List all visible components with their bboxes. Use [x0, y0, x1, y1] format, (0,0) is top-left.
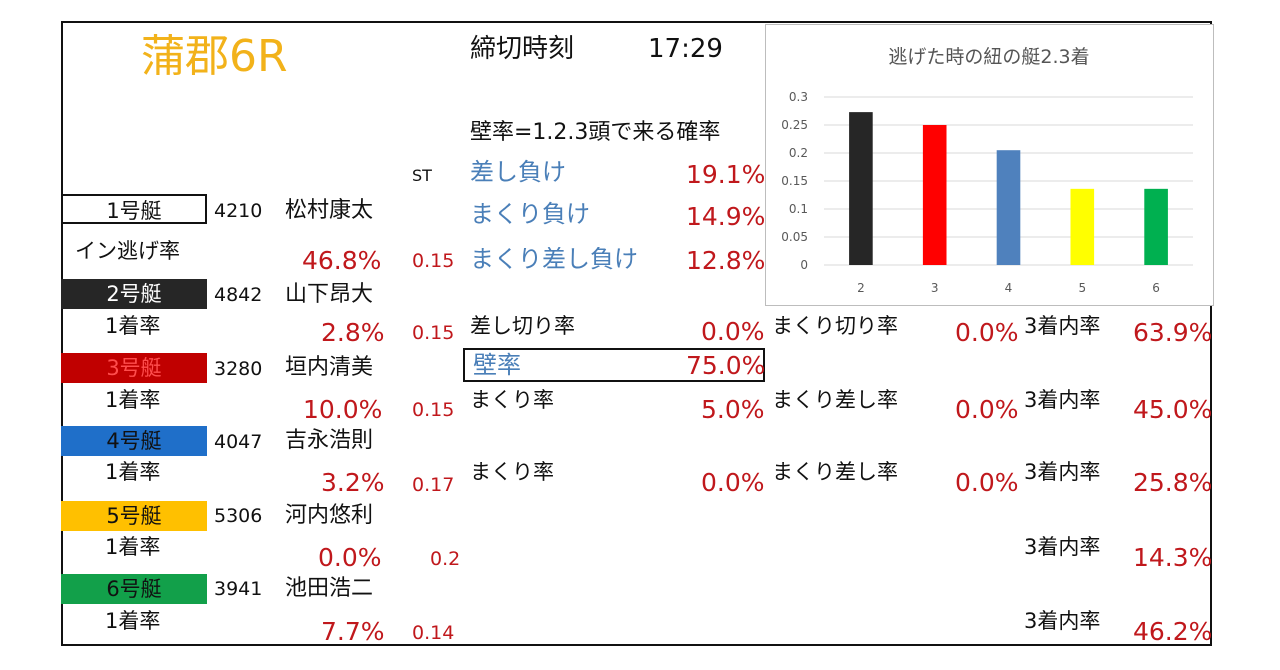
deadline-label: 締切時刻	[470, 34, 575, 64]
x-tick-label: 3	[931, 281, 939, 295]
y-tick-label: 0.25	[781, 118, 808, 132]
wall-rate-value: 75.0%	[686, 351, 766, 380]
boat-2-rate-label: 1着率	[105, 314, 161, 338]
boat-2-sashikiri-label: 差し切り率	[470, 314, 575, 338]
boat-5-rate-label: 1着率	[105, 535, 161, 559]
boat-2-makurikiri-value: 0.0%	[955, 318, 1019, 347]
boat-1-label: 1号艇	[61, 194, 207, 224]
boat-2-st: 0.15	[412, 322, 455, 344]
bar-4	[996, 150, 1021, 265]
boat-3-makurisashi-label: まくり差し率	[772, 388, 898, 412]
chart-panel: 逃げた時の紐の艇2.3着 0 0.05 0.1 0.15 0.2 0.25 0.3 2 3 4 5…	[765, 24, 1214, 306]
boat-3-number: 3280	[214, 358, 263, 380]
x-tick-label: 5	[1078, 281, 1086, 295]
boat-5-top3-value: 14.3%	[1133, 543, 1213, 572]
wall-rate-label: 壁率	[473, 351, 521, 379]
boat-2-number: 4842	[214, 284, 263, 306]
x-tick-label: 4	[1005, 281, 1013, 295]
makurisashi-make-value: 12.8%	[686, 246, 766, 275]
makuri-make-value: 14.9%	[686, 202, 766, 231]
boat-3-makuri-label: まくり率	[470, 388, 554, 412]
boat-4-number: 4047	[214, 431, 263, 453]
boat-4-makurisashi-label: まくり差し率	[772, 460, 898, 484]
boat-3-label: 3号艇	[61, 353, 207, 383]
chart-title: 逃げた時の紐の艇2.3着	[888, 46, 1089, 68]
boat-3-makuri-value: 5.0%	[701, 395, 765, 424]
boat-6-rate-label: 1着率	[105, 609, 161, 633]
boat-3-makurisashi-value: 0.0%	[955, 395, 1019, 424]
boat-4-name: 吉永浩則	[285, 428, 374, 453]
boat-4-top3-value: 25.8%	[1133, 468, 1213, 497]
boat-5-rate: 0.0%	[318, 543, 382, 572]
y-tick-label: 0.2	[789, 146, 808, 160]
boat-6-top3-label: 3着内率	[1024, 609, 1101, 633]
y-tick-label: 0.15	[781, 174, 808, 188]
boat-1-name: 松村康太	[285, 198, 374, 223]
boat-2-sashikiri-value: 0.0%	[701, 317, 765, 346]
boat-3-st: 0.15	[412, 399, 455, 421]
y-tick-label: 0.1	[789, 202, 808, 216]
boat-5-name: 河内悠利	[285, 503, 374, 528]
boat-3-top3-label: 3着内率	[1024, 388, 1101, 412]
page-title: 蒲郡6R	[141, 31, 288, 82]
boat-6-name: 池田浩二	[285, 576, 374, 601]
boat-3-rate-label: 1着率	[105, 388, 161, 412]
boat-4-rate-label: 1着率	[105, 460, 161, 484]
boat-4-makuri-label: まくり率	[470, 460, 554, 484]
y-tick-label: 0.3	[789, 90, 808, 104]
boat-2-name: 山下昂大	[285, 282, 374, 307]
deadline-time: 17:29	[648, 34, 723, 64]
boat-6-top3-value: 46.2%	[1133, 617, 1213, 646]
boat-4-rate: 3.2%	[321, 468, 385, 497]
bar-2	[849, 112, 873, 266]
bar-5	[1070, 188, 1095, 265]
boat-1-rate: 46.8%	[302, 246, 382, 275]
sashi-make-value: 19.1%	[686, 160, 766, 189]
boat-4-makuri-value: 0.0%	[701, 468, 765, 497]
y-tick-label: 0	[800, 258, 808, 272]
x-tick-label: 6	[1152, 281, 1160, 295]
wall-rate-box	[463, 348, 765, 382]
boat-2-label: 2号艇	[61, 279, 207, 309]
bar-3	[922, 125, 947, 265]
boat-2-top3-value: 63.9%	[1133, 318, 1213, 347]
main-frame	[61, 21, 1212, 646]
y-tick-label: 0.05	[781, 230, 808, 244]
boat-4-makurisashi-value: 0.0%	[955, 468, 1019, 497]
st-header: ST	[412, 166, 432, 185]
boat-3-top3-value: 45.0%	[1133, 395, 1213, 424]
wall-definition: 壁率=1.2.3頭で来る確率	[470, 120, 721, 145]
boat-2-makurikiri-label: まくり切り率	[772, 314, 898, 338]
boat-1-number: 4210	[214, 200, 263, 222]
bar-6	[1144, 188, 1168, 265]
boat-6-number: 3941	[214, 578, 263, 600]
boat-4-label: 4号艇	[61, 426, 207, 456]
makurisashi-make-label: まくり差し負け	[470, 247, 638, 271]
makuri-make-label: まくり負け	[470, 200, 590, 228]
boat-5-top3-label: 3着内率	[1024, 535, 1101, 559]
boat-1-st: 0.15	[412, 250, 455, 272]
boat-1-rate-label: イン逃げ率	[75, 239, 180, 263]
sashi-make-label: 差し負け	[470, 158, 566, 186]
boat-6-label: 6号艇	[61, 574, 207, 604]
boat-3-rate: 10.0%	[303, 395, 383, 424]
boat-4-st: 0.17	[412, 474, 455, 496]
boat-5-st: 0.2	[430, 548, 461, 570]
boat-5-label: 5号艇	[61, 501, 207, 531]
boat-4-top3-label: 3着内率	[1024, 460, 1101, 484]
boat-3-name: 垣内清美	[285, 355, 374, 380]
bar-chart: 逃げた時の紐の艇2.3着 0 0.05 0.1 0.15 0.2 0.25 0.3 2 3 4 5…	[781, 46, 1193, 295]
boat-6-st: 0.14	[412, 622, 455, 644]
boat-2-rate: 2.8%	[321, 318, 385, 347]
boat-5-number: 5306	[214, 505, 263, 527]
boat-2-top3-label: 3着内率	[1024, 314, 1101, 338]
boat-6-rate: 7.7%	[321, 617, 385, 646]
x-tick-label: 2	[857, 281, 865, 295]
